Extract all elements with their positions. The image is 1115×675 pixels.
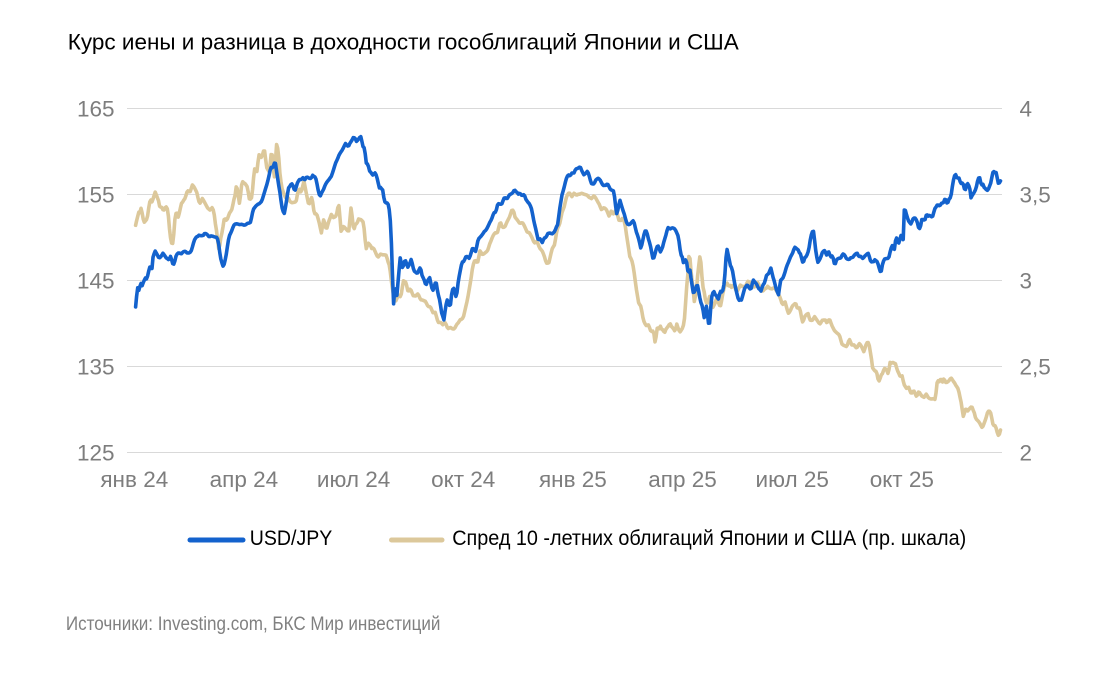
- svg-text:июл 24: июл 24: [317, 467, 390, 492]
- svg-text:апр 24: апр 24: [210, 467, 279, 492]
- svg-text:апр 25: апр 25: [648, 467, 717, 492]
- svg-text:145: 145: [77, 269, 115, 294]
- svg-text:Спред 10 -летних облигаций Япо: Спред 10 -летних облигаций Японии и США …: [452, 527, 966, 550]
- svg-text:2,5: 2,5: [1020, 355, 1051, 380]
- svg-text:окт 24: окт 24: [431, 467, 495, 492]
- svg-text:3,5: 3,5: [1020, 183, 1051, 208]
- svg-text:янв 25: янв 25: [539, 467, 607, 492]
- svg-text:янв 24: янв 24: [100, 467, 168, 492]
- svg-text:Источники: Investing.com, БКС: Источники: Investing.com, БКС Мир инвест…: [66, 613, 441, 635]
- svg-text:Курс иены и разница в доходнос: Курс иены и разница в доходности гособли…: [68, 30, 739, 55]
- svg-text:4: 4: [1020, 97, 1033, 122]
- svg-text:июл 25: июл 25: [756, 467, 829, 492]
- svg-text:135: 135: [77, 355, 115, 380]
- svg-text:125: 125: [77, 441, 115, 466]
- svg-text:155: 155: [77, 183, 115, 208]
- svg-text:165: 165: [77, 97, 115, 122]
- svg-text:окт 25: окт 25: [870, 467, 934, 492]
- svg-text:3: 3: [1020, 269, 1033, 294]
- svg-text:2: 2: [1020, 441, 1033, 466]
- svg-text:USD/JPY: USD/JPY: [250, 527, 332, 550]
